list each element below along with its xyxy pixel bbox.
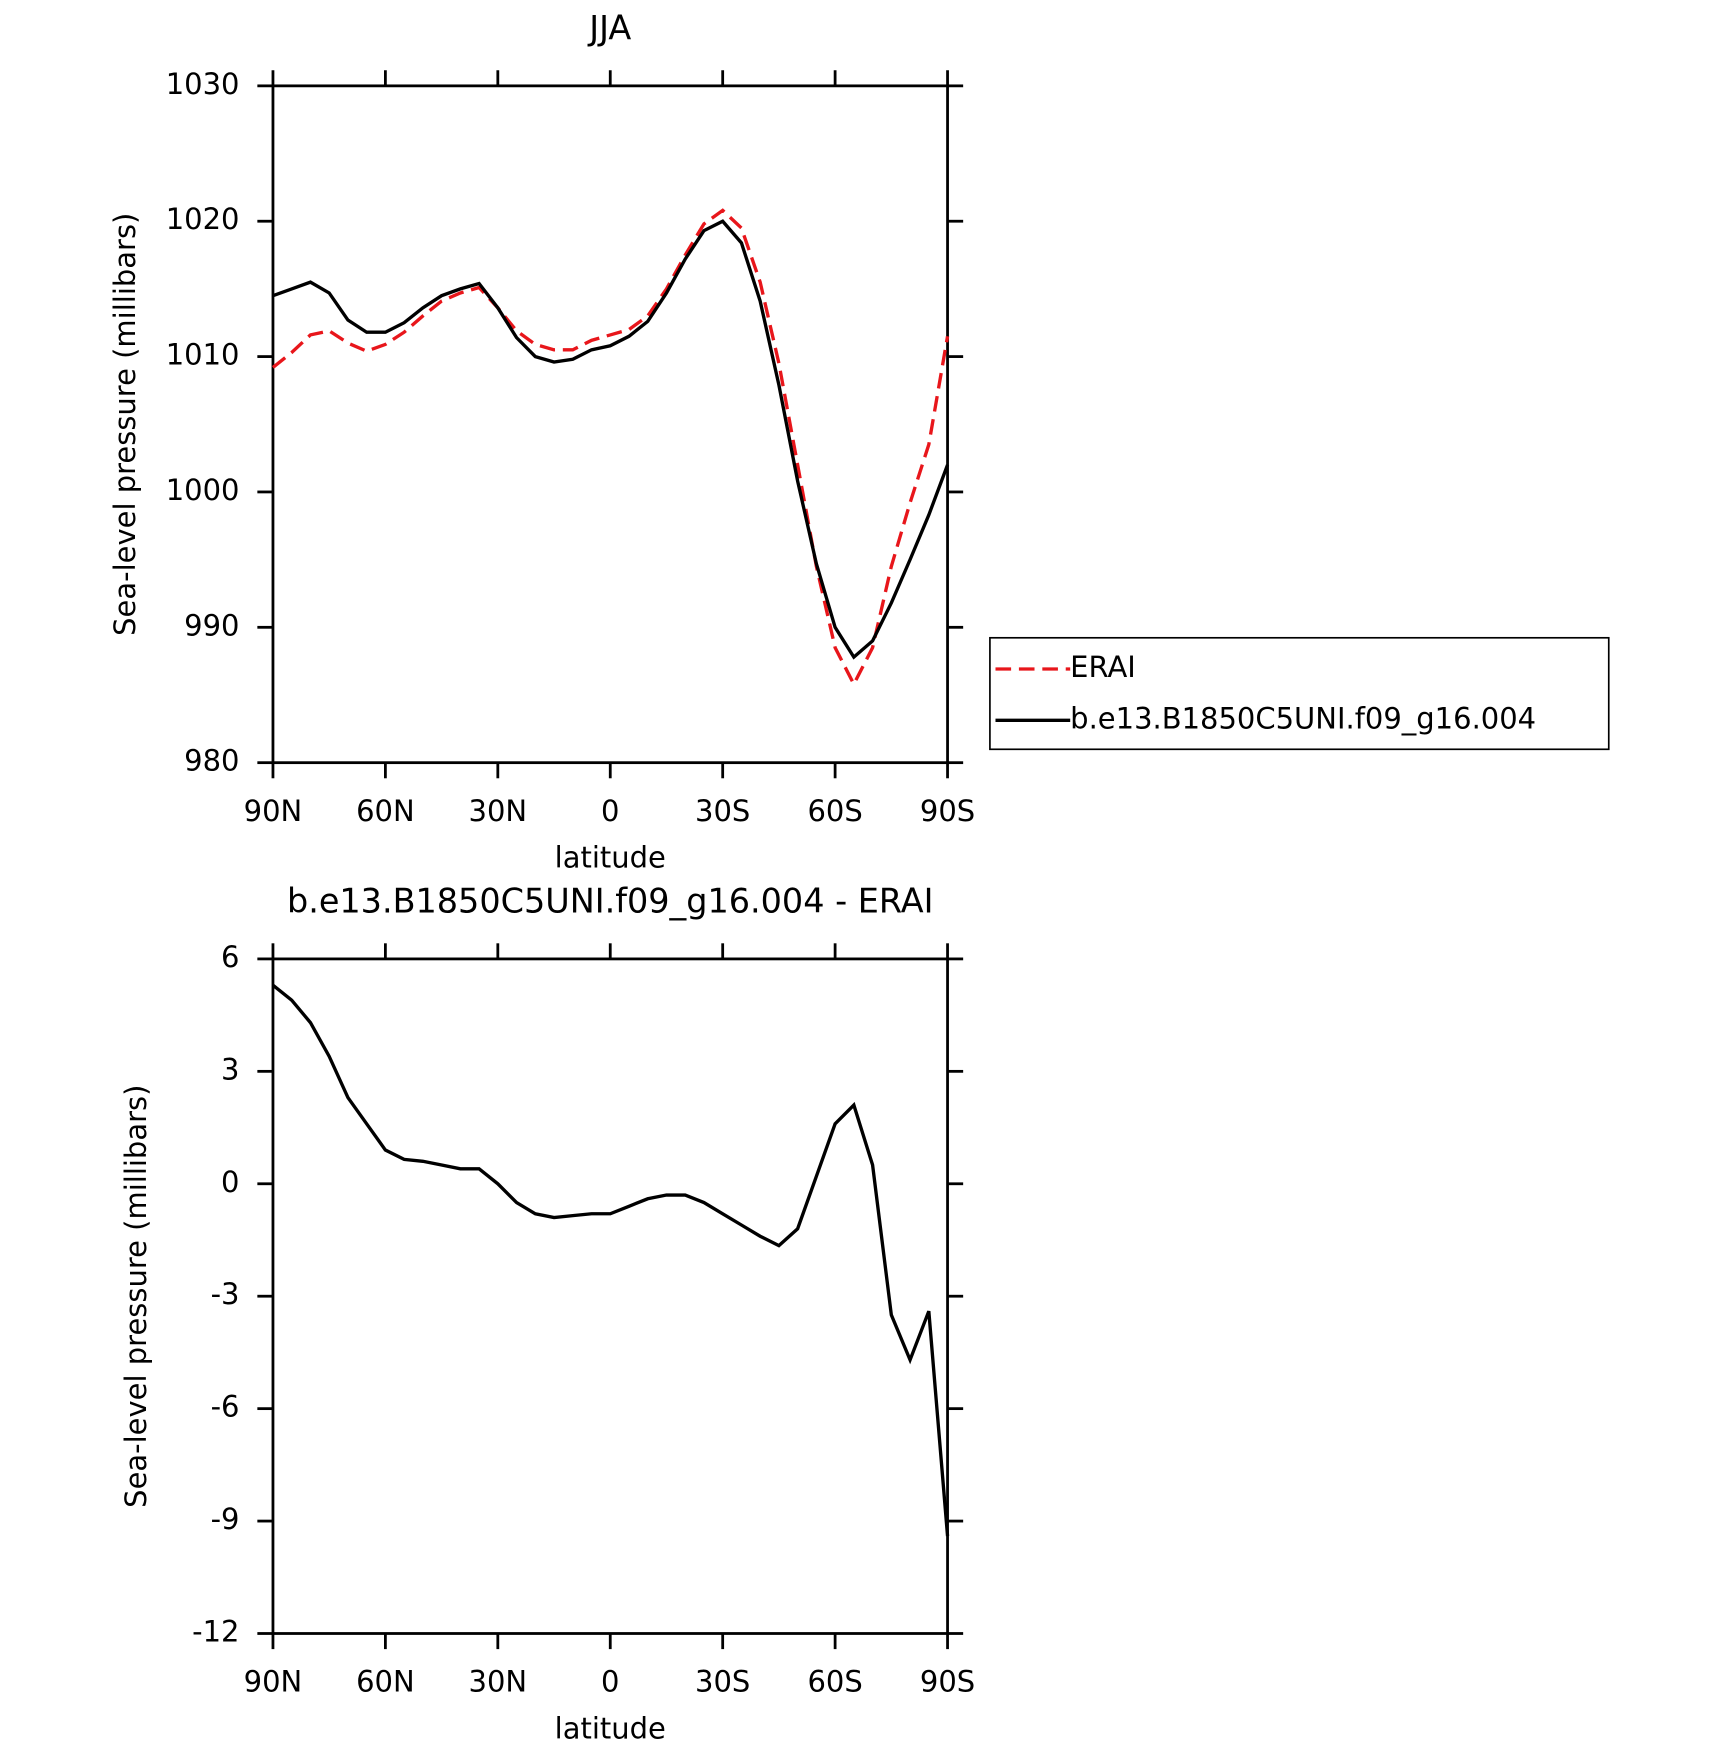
y-tick-label: -3 bbox=[211, 1277, 240, 1311]
x-tick-label: 30N bbox=[469, 1665, 528, 1699]
x-tick-label: 60N bbox=[356, 1665, 415, 1699]
y-tick-label: 0 bbox=[221, 1165, 239, 1199]
plot-frame bbox=[271, 84, 949, 765]
x-tick-label: 90N bbox=[244, 794, 303, 828]
legend-label: ERAI bbox=[1070, 650, 1136, 684]
chart-title: b.e13.B1850C5UNI.f09_g16.004 - ERAI bbox=[287, 882, 934, 921]
plot-frame bbox=[271, 957, 949, 1635]
x-tick-label: 60S bbox=[807, 794, 862, 828]
y-tick-label: 1000 bbox=[166, 473, 240, 507]
x-tick-label: 90S bbox=[920, 794, 975, 828]
y-tick-label: 990 bbox=[184, 608, 239, 642]
x-axis-label: latitude bbox=[555, 841, 666, 875]
x-tick-label: 90S bbox=[920, 1665, 975, 1699]
data-line bbox=[271, 983, 950, 1537]
x-tick-label: 30S bbox=[695, 794, 750, 828]
x-tick-label: 90N bbox=[244, 1665, 303, 1699]
x-tick-label: 0 bbox=[601, 794, 619, 828]
data-line bbox=[272, 219, 950, 660]
y-axis-label: Sea-level pressure (millibars) bbox=[119, 1085, 153, 1508]
y-tick-label: -6 bbox=[211, 1390, 240, 1424]
y-tick-label: 3 bbox=[221, 1052, 239, 1086]
y-tick-label: 1030 bbox=[166, 67, 240, 101]
legend-box bbox=[989, 636, 1610, 751]
x-tick-label: 0 bbox=[601, 1665, 619, 1699]
x-axis-label: latitude bbox=[555, 1712, 666, 1745]
y-tick-label: -12 bbox=[192, 1614, 239, 1648]
y-tick-label: 980 bbox=[184, 744, 239, 778]
y-tick-label: -9 bbox=[211, 1502, 240, 1536]
y-tick-label: 1020 bbox=[166, 202, 240, 236]
x-tick-label: 60N bbox=[356, 794, 415, 828]
y-tick-label: 6 bbox=[221, 940, 239, 974]
y-axis-label: Sea-level pressure (millibars) bbox=[108, 213, 142, 636]
legend-label: b.e13.B1850C5UNI.f09_g16.004 bbox=[1070, 701, 1536, 735]
data-line bbox=[271, 208, 950, 688]
x-tick-label: 30N bbox=[469, 794, 528, 828]
y-tick-label: 1010 bbox=[166, 338, 240, 372]
x-tick-label: 60S bbox=[807, 1665, 862, 1699]
x-tick-label: 30S bbox=[695, 1665, 750, 1699]
chart-title: JJA bbox=[587, 9, 631, 48]
